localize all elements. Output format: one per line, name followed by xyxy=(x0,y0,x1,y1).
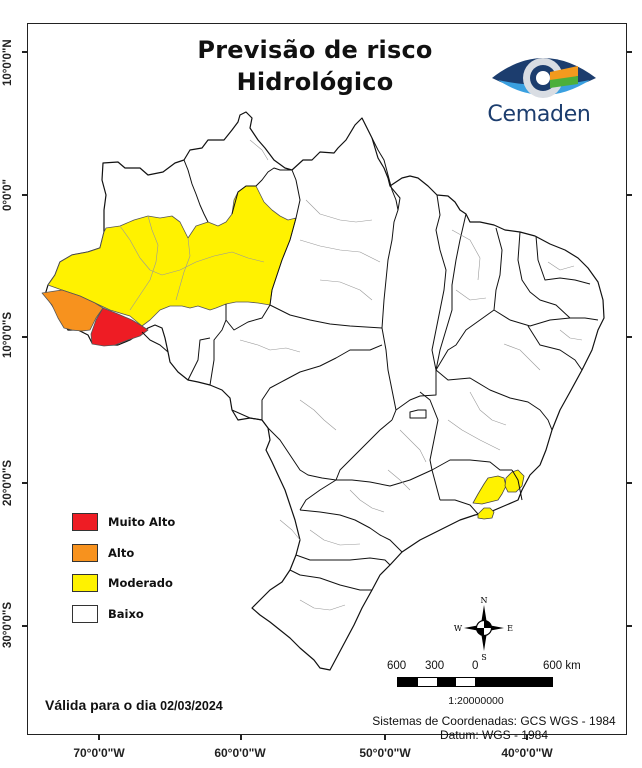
state-boundaries xyxy=(141,137,599,591)
region-moderado-rj[interactable] xyxy=(477,507,495,520)
lat-label-10s: 10°0'0"S xyxy=(2,311,14,359)
lat-tick xyxy=(626,194,632,196)
lon-label-50w: 50°0'0"W xyxy=(359,746,411,760)
lat-tick xyxy=(626,336,632,338)
lon-tick xyxy=(384,734,386,740)
svg-text:N: N xyxy=(481,596,488,605)
legend-label: Moderado xyxy=(108,576,173,591)
lat-label-10n: 10°0'0"N xyxy=(2,39,14,87)
lat-tick xyxy=(626,51,632,53)
lat-tick xyxy=(626,625,632,627)
lon-tick xyxy=(526,734,528,740)
scale-label-600km: 600 km xyxy=(543,660,581,672)
svg-text:W: W xyxy=(454,624,463,633)
scale-label-300: 300 xyxy=(425,660,445,672)
region-moderado-mg-east[interactable] xyxy=(472,475,507,505)
region-alto-acre[interactable] xyxy=(41,289,104,332)
lon-label-70w: 70°0'0"W xyxy=(73,746,125,760)
svg-text:E: E xyxy=(507,624,513,633)
scale-ratio: 1:20000000 xyxy=(448,695,504,707)
lat-label-20s: 20°0'0"S xyxy=(2,459,14,507)
legend: Muito Alto Alto Moderado Baixo xyxy=(72,507,175,629)
legend-item-alto: Alto xyxy=(72,538,175,569)
regional-boundaries xyxy=(119,139,583,611)
legend-label: Baixo xyxy=(108,606,144,621)
scale-bar xyxy=(397,677,553,687)
lat-tick xyxy=(22,336,28,338)
region-muito-alto-acre[interactable] xyxy=(90,307,149,347)
validity-text: Válida para o dia 02/03/2024 xyxy=(45,697,223,713)
crs-line-1: Sistemas de Coordenadas: GCS WGS - 1984 xyxy=(372,714,616,728)
validity-date: 02/03/2024 xyxy=(160,699,223,713)
map-title: Previsão de risco Hidrológico xyxy=(150,34,480,98)
lat-tick xyxy=(22,194,28,196)
scale-label-0: 0 xyxy=(472,660,479,672)
lon-label-60w: 60°0'0"W xyxy=(214,746,266,760)
lat-tick xyxy=(626,482,632,484)
brazil-map[interactable] xyxy=(27,23,627,735)
legend-item-moderado: Moderado xyxy=(72,568,175,599)
logo-text: Cemaden xyxy=(487,102,591,127)
lat-label-30s: 30°0'0"S xyxy=(2,601,14,649)
svg-text:S: S xyxy=(481,653,486,661)
crs-line-2: Datum: WGS - 1984 xyxy=(439,728,549,742)
cemaden-logo-icon xyxy=(492,58,596,98)
north-arrow-icon: N S W E xyxy=(454,596,513,661)
lon-tick xyxy=(98,734,100,740)
validity-prefix: Válida para o dia xyxy=(45,697,157,713)
scale-label-600: 600 xyxy=(387,660,407,672)
lon-label-40w: 40°0'0"W xyxy=(501,746,553,760)
title-line-2: Hidrológico xyxy=(236,68,394,96)
lon-tick xyxy=(240,734,242,740)
legend-label: Muito Alto xyxy=(108,515,176,530)
lat-label-0: 0°0'0" xyxy=(2,179,14,211)
swatch-moderado xyxy=(72,574,98,593)
legend-label: Alto xyxy=(108,545,135,560)
legend-item-baixo: Baixo xyxy=(72,599,175,630)
lat-tick xyxy=(22,625,28,627)
title-line-1: Previsão de risco xyxy=(197,36,433,64)
lat-tick xyxy=(22,482,28,484)
coordinate-system-info: Sistemas de Coordenadas: GCS WGS - 1984 … xyxy=(350,714,618,742)
swatch-baixo xyxy=(72,604,98,623)
lat-tick xyxy=(22,51,28,53)
swatch-alto xyxy=(72,543,98,562)
legend-item-muito-alto: Muito Alto xyxy=(72,507,175,538)
swatch-muito-alto xyxy=(72,513,98,532)
